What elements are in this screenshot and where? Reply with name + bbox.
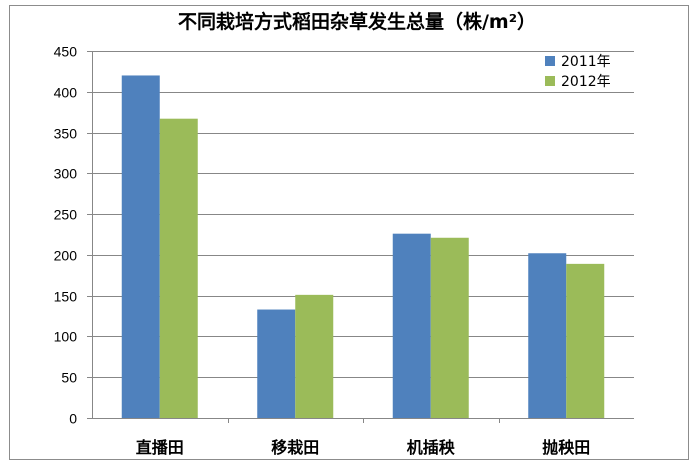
y-tick-label: 100 (54, 329, 78, 345)
y-tick-label: 0 (69, 411, 77, 427)
legend: 2011年 2012年 (545, 54, 611, 90)
legend-label: 2012年 (561, 74, 611, 90)
x-axis-categories: 直播田 移栽田 机插秧 抛秧田 (136, 438, 591, 457)
x-category-label: 移栽田 (271, 438, 319, 457)
bar (566, 263, 605, 418)
bar (159, 118, 198, 419)
x-category-label: 机插秧 (407, 438, 456, 457)
y-axis-ticks: 0 50 100 150 200 250 300 350 400 450 (54, 44, 78, 427)
y-tick-label: 400 (54, 85, 78, 101)
x-category-label: 直播田 (136, 438, 184, 457)
legend-swatch (545, 56, 555, 66)
legend-label: 2011年 (561, 54, 611, 70)
y-tick-label: 200 (54, 248, 78, 264)
chart-title: 不同栽培方式稻田杂草发生总量（株/m²） (178, 10, 536, 33)
y-tick-label: 50 (61, 370, 77, 386)
axes (87, 51, 634, 423)
bar (257, 309, 296, 418)
bar (392, 233, 431, 418)
legend-swatch (545, 76, 555, 86)
bar (295, 294, 334, 418)
y-tick-label: 250 (54, 207, 78, 223)
bar (121, 75, 160, 418)
y-tick-label: 300 (54, 166, 78, 182)
bar (430, 237, 469, 418)
y-tick-label: 450 (54, 44, 78, 60)
bars (121, 75, 605, 419)
y-tick-label: 150 (54, 289, 78, 305)
x-category-label: 抛秧田 (542, 438, 590, 457)
bar (528, 253, 567, 418)
y-tick-label: 350 (54, 126, 78, 142)
